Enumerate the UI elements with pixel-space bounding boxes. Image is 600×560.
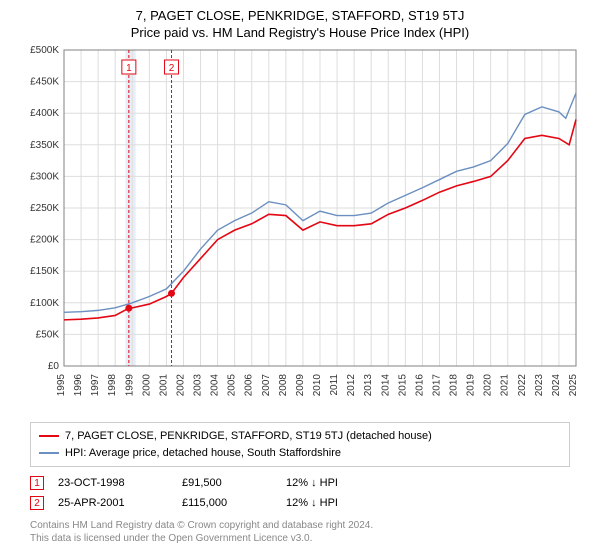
svg-text:£300K: £300K: [30, 171, 59, 182]
svg-text:2: 2: [169, 63, 175, 74]
svg-text:2001: 2001: [158, 374, 169, 397]
transaction-row: 1 23-OCT-1998 £91,500 12% ↓ HPI: [30, 473, 570, 493]
svg-text:£250K: £250K: [30, 203, 59, 214]
svg-text:2016: 2016: [414, 374, 425, 397]
svg-text:1998: 1998: [107, 374, 118, 397]
transaction-marker-icon: 1: [30, 476, 44, 490]
svg-text:2017: 2017: [431, 374, 442, 397]
svg-text:1999: 1999: [124, 374, 135, 397]
svg-text:2018: 2018: [449, 374, 460, 397]
svg-text:2006: 2006: [244, 374, 255, 397]
legend-swatch-hpi: [39, 452, 59, 454]
transaction-date: 23-OCT-1998: [58, 477, 168, 489]
title-block: 7, PAGET CLOSE, PENKRIDGE, STAFFORD, ST1…: [10, 8, 590, 40]
legend-item-property: 7, PAGET CLOSE, PENKRIDGE, STAFFORD, ST1…: [39, 428, 561, 445]
chart-area: £0 £50K £100K £150K £200K £250K £300K £350K £400…: [16, 46, 584, 416]
svg-text:2015: 2015: [397, 374, 408, 397]
title-main: 7, PAGET CLOSE, PENKRIDGE, STAFFORD, ST1…: [10, 8, 590, 23]
svg-text:1995: 1995: [56, 374, 67, 397]
footer: Contains HM Land Registry data © Crown c…: [30, 519, 570, 545]
footer-line1: Contains HM Land Registry data © Crown c…: [30, 519, 570, 532]
legend-label-property: 7, PAGET CLOSE, PENKRIDGE, STAFFORD, ST1…: [65, 428, 432, 445]
legend-item-hpi: HPI: Average price, detached house, Sout…: [39, 445, 561, 462]
svg-text:1: 1: [126, 63, 132, 74]
svg-text:2008: 2008: [278, 374, 289, 397]
svg-text:£200K: £200K: [30, 235, 59, 246]
svg-text:£450K: £450K: [30, 77, 59, 88]
transaction-row: 2 25-APR-2001 £115,000 12% ↓ HPI: [30, 493, 570, 513]
legend-label-hpi: HPI: Average price, detached house, Sout…: [65, 445, 341, 462]
svg-text:2022: 2022: [517, 374, 528, 397]
svg-text:2013: 2013: [363, 374, 374, 397]
transaction-price: £91,500: [182, 477, 272, 489]
legend: 7, PAGET CLOSE, PENKRIDGE, STAFFORD, ST1…: [30, 422, 570, 467]
svg-text:2021: 2021: [500, 374, 511, 397]
svg-text:2003: 2003: [193, 374, 204, 397]
title-sub: Price paid vs. HM Land Registry's House …: [10, 25, 590, 40]
svg-text:2007: 2007: [261, 374, 272, 397]
svg-text:2004: 2004: [210, 374, 221, 397]
transaction-diff: 12% ↓ HPI: [286, 497, 386, 509]
svg-text:1996: 1996: [73, 374, 84, 397]
svg-text:2011: 2011: [329, 374, 340, 396]
svg-text:2009: 2009: [295, 374, 306, 397]
transactions-table: 1 23-OCT-1998 £91,500 12% ↓ HPI 2 25-APR…: [30, 473, 570, 513]
svg-text:2024: 2024: [551, 374, 562, 397]
chart-svg: £0 £50K £100K £150K £200K £250K £300K £350K £400…: [16, 46, 584, 416]
svg-text:2012: 2012: [346, 374, 357, 397]
svg-text:2020: 2020: [483, 374, 494, 397]
svg-text:£50K: £50K: [36, 329, 60, 340]
svg-text:2002: 2002: [175, 374, 186, 397]
svg-text:£150K: £150K: [30, 266, 59, 277]
svg-text:2005: 2005: [227, 374, 238, 397]
svg-text:£0: £0: [48, 361, 60, 372]
transaction-date: 25-APR-2001: [58, 497, 168, 509]
svg-text:£500K: £500K: [30, 46, 59, 56]
svg-text:2023: 2023: [534, 374, 545, 397]
svg-text:£400K: £400K: [30, 108, 59, 119]
transaction-diff: 12% ↓ HPI: [286, 477, 386, 489]
svg-text:2010: 2010: [312, 374, 323, 397]
svg-text:2019: 2019: [466, 374, 477, 397]
svg-text:2014: 2014: [380, 374, 391, 397]
svg-text:1997: 1997: [90, 374, 101, 397]
svg-text:2000: 2000: [141, 374, 152, 397]
chart-container: 7, PAGET CLOSE, PENKRIDGE, STAFFORD, ST1…: [0, 0, 600, 560]
transaction-marker-icon: 2: [30, 496, 44, 510]
footer-line2: This data is licensed under the Open Gov…: [30, 532, 570, 545]
legend-swatch-property: [39, 435, 59, 437]
svg-text:2025: 2025: [568, 374, 579, 397]
svg-text:£100K: £100K: [30, 298, 59, 309]
svg-text:£350K: £350K: [30, 140, 59, 151]
transaction-price: £115,000: [182, 497, 272, 509]
